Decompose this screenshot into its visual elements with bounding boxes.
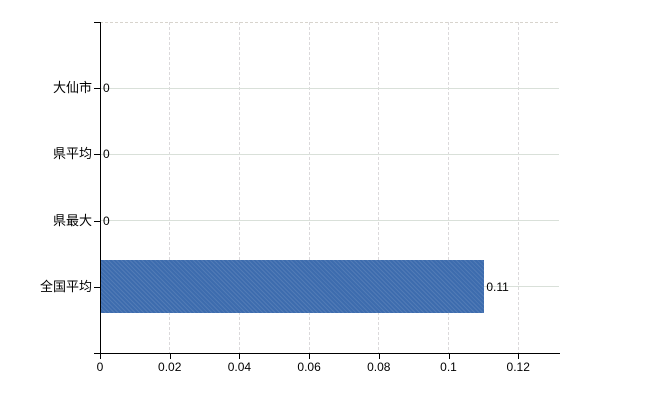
x-axis-tick	[239, 354, 241, 359]
value-label: 0.11	[486, 279, 509, 294]
x-axis-line	[100, 353, 560, 354]
value-label: 0	[103, 81, 110, 96]
x-axis-tick	[169, 354, 171, 359]
vertical-gridline	[448, 22, 450, 353]
vertical-gridline	[169, 22, 171, 353]
x-axis-tick	[100, 354, 101, 359]
y-axis-end-tick	[94, 353, 100, 354]
x-axis-tick	[518, 354, 520, 359]
category-label: 大仙市	[52, 80, 92, 96]
value-label: 0	[103, 147, 110, 162]
x-axis-tick	[378, 354, 380, 359]
value-label: 0	[103, 213, 110, 228]
horizontal-gridline	[100, 87, 559, 89]
y-axis-end-tick	[94, 22, 100, 23]
vertical-gridline	[308, 22, 310, 353]
x-tick-label: 0.06	[297, 360, 321, 374]
y-axis-tick	[94, 220, 100, 222]
horizontal-gridline	[100, 220, 559, 222]
vertical-gridline	[238, 22, 240, 353]
plot-top-border	[100, 22, 559, 23]
category-label: 県平均	[52, 146, 92, 162]
y-axis-tick	[94, 154, 100, 156]
x-tick-label: 0.12	[506, 360, 530, 374]
x-tick-label: 0	[96, 360, 104, 374]
y-axis-tick	[94, 88, 100, 90]
category-label: 全国平均	[39, 278, 92, 294]
y-axis-tick	[94, 286, 100, 288]
y-axis-line	[100, 22, 101, 354]
x-tick-label: 0.04	[227, 360, 252, 374]
vertical-gridline	[378, 22, 380, 353]
horizontal-gridline	[100, 153, 559, 155]
x-axis-tick	[309, 354, 311, 359]
vertical-gridline	[517, 22, 519, 353]
x-axis-tick	[448, 354, 450, 359]
category-label: 県最大	[52, 212, 92, 228]
x-tick-label: 0.1	[440, 360, 457, 374]
x-tick-label: 0.02	[158, 360, 182, 374]
x-tick-label: 0.08	[367, 360, 391, 374]
bar	[101, 260, 485, 314]
plot-area: 0 0 0 0.11	[100, 22, 559, 353]
